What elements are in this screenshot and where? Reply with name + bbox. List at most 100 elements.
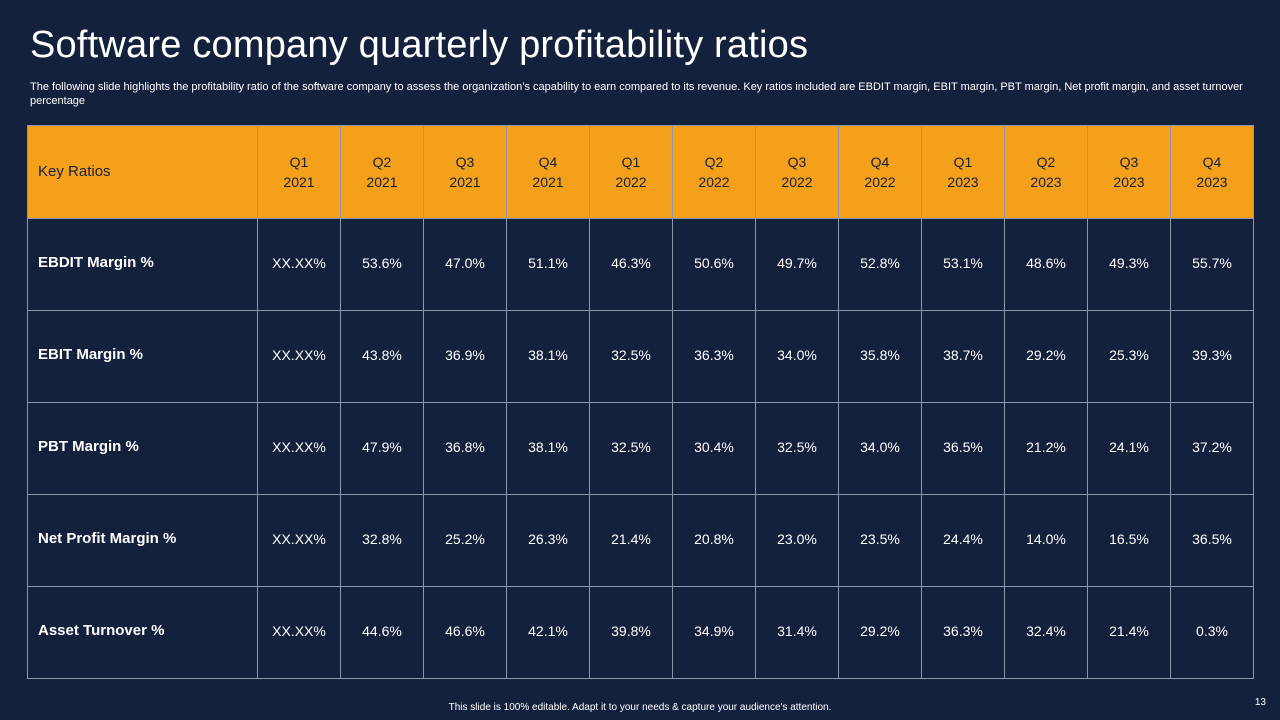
table-cell: 48.6% — [1004, 218, 1088, 311]
cell-value: 38.7% — [943, 346, 983, 363]
table-cell: 39.3% — [1170, 310, 1254, 403]
table-cell: 42.1% — [506, 586, 590, 679]
column-year: 2022 — [864, 174, 896, 190]
column-quarter: Q4 — [870, 154, 890, 170]
table-body: EBDIT Margin % XX.XX% 53.6% 47.0% 51.1% 46.3%… — [27, 218, 1254, 679]
table-row: Asset Turnover % XX.XX% 44.6% 46.6% 42.1% 39.… — [27, 586, 1254, 679]
table-cell: 25.3% — [1087, 310, 1171, 403]
row-label: Net Profit Margin % — [27, 494, 258, 587]
cell-value: 26.3% — [528, 530, 568, 547]
column-year: 2023 — [1030, 174, 1062, 190]
table-cell: 32.5% — [589, 310, 673, 403]
cell-value: 29.2% — [1026, 346, 1066, 363]
table-cell: 26.3% — [506, 494, 590, 587]
table-cell: 47.9% — [340, 402, 424, 495]
cell-value: 49.7% — [777, 254, 817, 271]
table-cell: 34.0% — [838, 402, 922, 495]
cell-value: 32.5% — [611, 346, 651, 363]
cell-value: 38.1% — [528, 346, 568, 363]
column-header: Q1 2022 — [589, 125, 673, 219]
column-header: Q2 2022 — [672, 125, 756, 219]
column-header: Q2 2021 — [340, 125, 424, 219]
cell-value: 44.6% — [362, 622, 402, 639]
table-cell: 25.2% — [423, 494, 507, 587]
column-quarter: Q3 — [787, 154, 807, 170]
table-cell: 46.3% — [589, 218, 673, 311]
cell-value: 36.8% — [445, 438, 485, 455]
cell-value: 34.0% — [860, 438, 900, 455]
column-year: 2023 — [1113, 174, 1145, 190]
column-header: Q4 2023 — [1170, 125, 1254, 219]
cell-value: 51.1% — [528, 254, 568, 271]
table-cell: 38.7% — [921, 310, 1005, 403]
table-cell: 29.2% — [838, 586, 922, 679]
cell-value: 35.8% — [860, 346, 900, 363]
table-cell: 36.9% — [423, 310, 507, 403]
cell-value: 55.7% — [1192, 254, 1232, 271]
table-cell: 34.0% — [755, 310, 839, 403]
slide-subtitle: The following slide highlights the profi… — [30, 81, 1243, 107]
cell-value: 34.9% — [694, 622, 734, 639]
cell-value: 47.9% — [362, 438, 402, 455]
table-cell: 44.6% — [340, 586, 424, 679]
cell-value: 32.5% — [777, 438, 817, 455]
table-row: PBT Margin % XX.XX% 47.9% 36.8% 38.1% 32.5% 30… — [27, 402, 1254, 495]
cell-value: 38.1% — [528, 438, 568, 455]
table-cell: 29.2% — [1004, 310, 1088, 403]
column-header: Q1 2023 — [921, 125, 1005, 219]
column-year: 2021 — [532, 174, 564, 190]
cell-value: 32.5% — [611, 438, 651, 455]
cell-value: 42.1% — [528, 622, 568, 639]
table-cell: 21.2% — [1004, 402, 1088, 495]
cell-value: 16.5% — [1109, 530, 1149, 547]
table-cell: 31.4% — [755, 586, 839, 679]
cell-value: 21.4% — [1109, 622, 1149, 639]
table-cell: 24.4% — [921, 494, 1005, 587]
cell-value: 46.3% — [611, 254, 651, 271]
column-header: Q4 2022 — [838, 125, 922, 219]
column-quarter: Q4 — [1202, 154, 1222, 170]
table-cell: 20.8% — [672, 494, 756, 587]
table-cell: 36.3% — [672, 310, 756, 403]
column-year: 2022 — [781, 174, 813, 190]
cell-value: 36.5% — [1192, 530, 1232, 547]
cell-value: 36.9% — [445, 346, 485, 363]
table-cell: 52.8% — [838, 218, 922, 311]
cell-value: 24.1% — [1109, 438, 1149, 455]
cell-value: 0.3% — [1196, 622, 1228, 639]
column-year: 2023 — [947, 174, 979, 190]
cell-value: 23.5% — [860, 530, 900, 547]
cell-value: 53.1% — [943, 254, 983, 271]
table-cell: 36.8% — [423, 402, 507, 495]
cell-value: 39.8% — [611, 622, 651, 639]
table-cell: 36.5% — [921, 402, 1005, 495]
cell-value: 43.8% — [362, 346, 402, 363]
table-cell: 32.4% — [1004, 586, 1088, 679]
cell-value: 25.2% — [445, 530, 485, 547]
table-cell: 36.5% — [1170, 494, 1254, 587]
cell-value: 36.3% — [943, 622, 983, 639]
row-label-text: PBT Margin % — [38, 438, 139, 455]
profitability-table: Key Ratios Q1 2021 Q2 2021 Q3 2021 Q4 2021 Q1 202… — [27, 125, 1254, 679]
row-label: EBIT Margin % — [27, 310, 258, 403]
table-cell: XX.XX% — [257, 310, 341, 403]
table-cell: XX.XX% — [257, 402, 341, 495]
column-header: Q3 2021 — [423, 125, 507, 219]
cell-value: 23.0% — [777, 530, 817, 547]
cell-value: 39.3% — [1192, 346, 1232, 363]
column-quarter: Q4 — [538, 154, 558, 170]
cell-value: XX.XX% — [272, 622, 326, 639]
row-label: PBT Margin % — [27, 402, 258, 495]
table-cell: 37.2% — [1170, 402, 1254, 495]
table-cell: XX.XX% — [257, 218, 341, 311]
cell-value: 32.4% — [1026, 622, 1066, 639]
column-quarter: Q3 — [1119, 154, 1139, 170]
column-header: Q1 2021 — [257, 125, 341, 219]
column-quarter: Q2 — [704, 154, 724, 170]
column-header: Q3 2022 — [755, 125, 839, 219]
table-cell: 35.8% — [838, 310, 922, 403]
table-cell: 34.9% — [672, 586, 756, 679]
column-header: Q4 2021 — [506, 125, 590, 219]
table-cell: 55.7% — [1170, 218, 1254, 311]
table-cell: 23.0% — [755, 494, 839, 587]
